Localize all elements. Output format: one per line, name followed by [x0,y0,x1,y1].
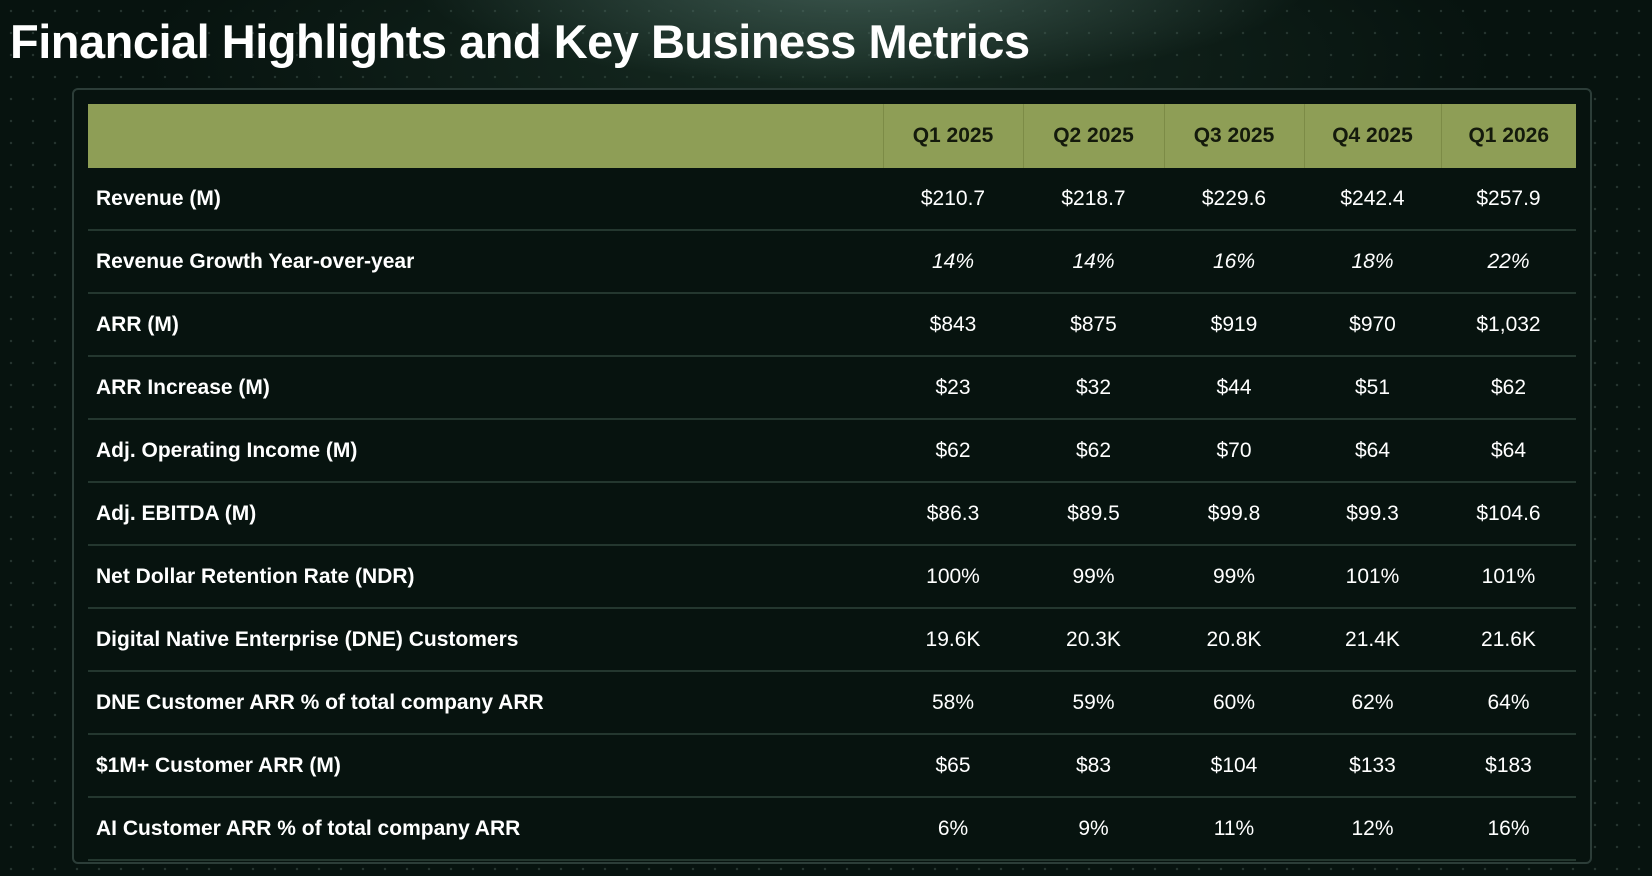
cell-value: $64 [1441,419,1576,483]
cell-value: $843 [883,293,1023,357]
table-row: Net Dollar Retention Rate (NDR) 100% 99%… [88,545,1576,609]
metrics-table: Q1 2025 Q2 2025 Q3 2025 Q4 2025 Q1 2026 … [88,104,1576,861]
cell-value: $83 [1023,734,1164,798]
row-label: DNE Customer ARR % of total company ARR [88,671,883,735]
cell-value: $183 [1441,734,1576,798]
cell-value: 100% [883,545,1023,609]
cell-value: $229.6 [1164,168,1304,231]
cell-value: $970 [1304,293,1441,357]
row-label: Revenue Growth Year-over-year [88,230,883,294]
cell-value: 60% [1164,671,1304,735]
row-label: Net Dollar Retention Rate (NDR) [88,545,883,609]
table-row: Adj. Operating Income (M) $62 $62 $70 $6… [88,419,1576,483]
cell-value: $218.7 [1023,168,1164,231]
cell-value: $89.5 [1023,482,1164,546]
header-row: Q1 2025 Q2 2025 Q3 2025 Q4 2025 Q1 2026 [88,104,1576,168]
table-row: DNE Customer ARR % of total company ARR … [88,671,1576,735]
cell-value: $86.3 [883,482,1023,546]
cell-value: 99% [1023,545,1164,609]
cell-value: $104.6 [1441,482,1576,546]
column-header: Q4 2025 [1303,104,1441,168]
cell-value: 21.4K [1304,608,1441,672]
cell-value: $875 [1023,293,1164,357]
column-header: Q1 2025 [882,104,1023,168]
table-row: $1M+ Customer ARR (M) $65 $83 $104 $133 … [88,734,1576,798]
cell-value: $65 [883,734,1023,798]
table-row: AI Customer ARR % of total company ARR 6… [88,797,1576,861]
cell-value: 20.3K [1023,608,1164,672]
cell-value: 20.8K [1164,608,1304,672]
cell-value: 12% [1304,797,1441,861]
cell-value: $919 [1164,293,1304,357]
cell-value: $99.8 [1164,482,1304,546]
table-row: ARR (M) $843 $875 $919 $970 $1,032 [88,293,1576,357]
cell-value: 6% [883,797,1023,861]
cell-value: $210.7 [883,168,1023,231]
cell-value: $62 [1023,419,1164,483]
table-row: Revenue Growth Year-over-year 14% 14% 16… [88,230,1576,294]
cell-value: $242.4 [1304,168,1441,231]
column-header: Q2 2025 [1022,104,1164,168]
row-label: $1M+ Customer ARR (M) [88,734,883,798]
column-header: Q1 2026 [1440,104,1576,168]
table-row: ARR Increase (M) $23 $32 $44 $51 $62 [88,356,1576,420]
row-label: Digital Native Enterprise (DNE) Customer… [88,608,883,672]
row-label: Revenue (M) [88,168,883,231]
table-row: Adj. EBITDA (M) $86.3 $89.5 $99.8 $99.3 … [88,482,1576,546]
cell-value: 16% [1164,230,1304,294]
cell-value: 58% [883,671,1023,735]
cell-value: $70 [1164,419,1304,483]
cell-value: 101% [1304,545,1441,609]
cell-value: 14% [883,230,1023,294]
cell-value: 18% [1304,230,1441,294]
row-label: ARR Increase (M) [88,356,883,420]
cell-value: $64 [1304,419,1441,483]
cell-value: $44 [1164,356,1304,420]
cell-value: 22% [1441,230,1576,294]
table-row: Revenue (M) $210.7 $218.7 $229.6 $242.4 … [88,168,1576,231]
cell-value: $23 [883,356,1023,420]
cell-value: 19.6K [883,608,1023,672]
row-label: Adj. Operating Income (M) [88,419,883,483]
header-corner-cell [88,104,883,168]
cell-value: $51 [1304,356,1441,420]
cell-value: 21.6K [1441,608,1576,672]
cell-value: $62 [1441,356,1576,420]
metrics-panel: Q1 2025 Q2 2025 Q3 2025 Q4 2025 Q1 2026 … [72,88,1592,864]
table-header: Q1 2025 Q2 2025 Q3 2025 Q4 2025 Q1 2026 [88,104,1576,168]
row-label: ARR (M) [88,293,883,357]
cell-value: 11% [1164,797,1304,861]
page-title: Financial Highlights and Key Business Me… [10,15,1030,68]
cell-value: $62 [883,419,1023,483]
cell-value: $104 [1164,734,1304,798]
cell-value: 9% [1023,797,1164,861]
cell-value: 101% [1441,545,1576,609]
table-body: Revenue (M) $210.7 $218.7 $229.6 $242.4 … [88,168,1576,861]
column-header: Q3 2025 [1163,104,1304,168]
cell-value: $133 [1304,734,1441,798]
table-row: Digital Native Enterprise (DNE) Customer… [88,608,1576,672]
cell-value: 16% [1441,797,1576,861]
cell-value: 59% [1023,671,1164,735]
cell-value: $99.3 [1304,482,1441,546]
cell-value: $32 [1023,356,1164,420]
row-label: Adj. EBITDA (M) [88,482,883,546]
cell-value: 14% [1023,230,1164,294]
row-label: AI Customer ARR % of total company ARR [88,797,883,861]
cell-value: $257.9 [1441,168,1576,231]
cell-value: 64% [1441,671,1576,735]
cell-value: 62% [1304,671,1441,735]
cell-value: 99% [1164,545,1304,609]
cell-value: $1,032 [1441,293,1576,357]
